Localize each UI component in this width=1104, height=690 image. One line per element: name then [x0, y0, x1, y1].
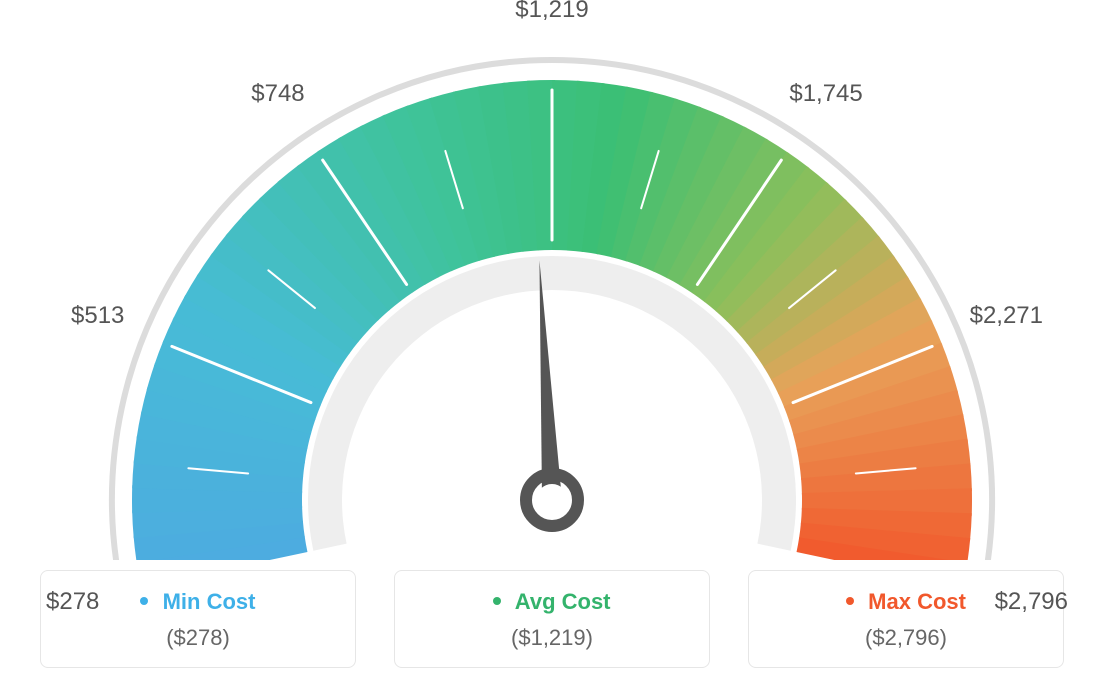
- cost-gauge: $278$513$748$1,219$1,745$2,271$2,796: [0, 0, 1104, 560]
- legend-value-min: ($278): [51, 625, 345, 651]
- scale-label: $2,271: [970, 302, 1043, 330]
- dot-icon: [140, 597, 148, 605]
- dot-icon: [846, 597, 854, 605]
- legend-value-avg: ($1,219): [405, 625, 699, 651]
- dot-icon: [493, 597, 501, 605]
- scale-label: $2,796: [995, 588, 1068, 616]
- legend-title-label: Min Cost: [163, 589, 256, 614]
- legend-title-label: Avg Cost: [515, 589, 611, 614]
- scale-label: $278: [46, 588, 99, 616]
- scale-label: $748: [251, 80, 304, 108]
- legend-card-max: Max Cost ($2,796): [748, 570, 1064, 668]
- legend-row: Min Cost ($278) Avg Cost ($1,219) Max Co…: [0, 570, 1104, 668]
- legend-title-label: Max Cost: [868, 589, 966, 614]
- scale-label: $1,219: [515, 0, 588, 24]
- scale-label: $1,745: [789, 80, 862, 108]
- gauge-svg: [0, 0, 1104, 560]
- legend-title-avg: Avg Cost: [405, 589, 699, 615]
- legend-card-avg: Avg Cost ($1,219): [394, 570, 710, 668]
- scale-label: $513: [71, 302, 124, 330]
- legend-card-min: Min Cost ($278): [40, 570, 356, 668]
- legend-value-max: ($2,796): [759, 625, 1053, 651]
